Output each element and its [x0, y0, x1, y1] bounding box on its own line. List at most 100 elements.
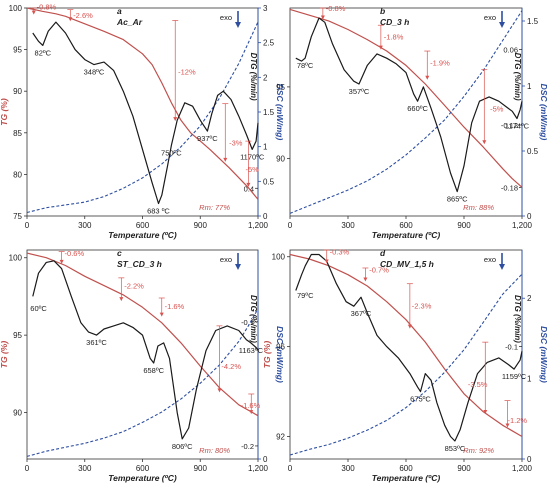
peak-label: 806ºC — [172, 442, 193, 451]
mass-loss-arrowhead — [482, 140, 487, 145]
dtg-tick-label: -0.12 — [501, 121, 518, 130]
dtg-axis-label: DTG (%/min) — [249, 295, 258, 343]
y-tick-label-right: 1 — [527, 375, 532, 384]
mass-loss-arrowhead — [324, 259, 329, 264]
dtg-tick-label: -0.18 — [501, 183, 518, 192]
mass-loss-label: -0.6% — [65, 249, 85, 258]
dsc-curve — [289, 10, 523, 214]
x-tick-label: 900 — [194, 221, 208, 230]
panel-letter: b — [380, 6, 385, 16]
y-tick-label-right: 0.5 — [527, 147, 539, 156]
peak-label: 1159ºC — [502, 372, 527, 381]
mass-loss-arrowhead — [363, 277, 368, 282]
dtg-tick-label: 0.06 — [503, 46, 518, 55]
x-tick-label: 1,200 — [248, 464, 269, 473]
exo-label: exo — [484, 13, 496, 22]
x-tick-label: 600 — [399, 221, 413, 230]
mass-loss-label: -0.3% — [330, 247, 350, 256]
mass-loss-arrowhead — [31, 10, 36, 15]
peak-label: 750ºC — [161, 148, 182, 157]
tg-axis-label: TG (%) — [262, 341, 272, 369]
mass-loss-label: -2.3% — [412, 301, 432, 310]
x-tick-label: 1,200 — [512, 464, 533, 473]
exo-arrow-head-icon — [499, 22, 505, 28]
y-tick-label-left: 90 — [276, 155, 285, 164]
plot-frame — [289, 7, 523, 217]
y-tick-label-right: 2 — [263, 73, 268, 82]
dsc-axis-label: DSC (mW/mg) — [275, 326, 285, 383]
dsc-axis-label: DSC (mW/mg) — [539, 84, 549, 141]
dtg-curve — [32, 21, 259, 205]
peak-label: 937ºC — [197, 134, 218, 143]
peak-label: 357ºC — [349, 87, 370, 96]
panel-b: 0 300 600 900 1,200 Temperature (ºC) 90 95 0 0.5 1… — [276, 4, 549, 240]
y-tick-label-right: 2 — [527, 294, 532, 303]
x-tick-label: 0 — [288, 221, 293, 230]
mass-loss-arrowhead — [378, 45, 383, 50]
y-tick-label-right: 1 — [527, 82, 532, 91]
x-tick-label: 1,200 — [512, 221, 533, 230]
peak-label: 60ºC — [30, 304, 47, 313]
dtg-axis-label: DTG (%/min) — [513, 295, 522, 343]
mass-loss-arrowhead — [173, 117, 178, 122]
peak-label: 78ºC — [297, 61, 314, 70]
y-tick-label-right: 2.5 — [263, 39, 275, 48]
x-tick-label: 300 — [78, 221, 92, 230]
mass-loss-label: -12% — [178, 68, 196, 77]
exo-label: exo — [220, 13, 232, 22]
mass-loss-label: -1.8% — [384, 33, 404, 42]
dsc-axis-label: DSC (mW/mg) — [539, 326, 549, 383]
x-tick-label: 0 — [288, 464, 293, 473]
y-tick-label-left: 100 — [9, 4, 23, 13]
peak-label: 361ºC — [86, 338, 107, 347]
y-tick-label-left: 90 — [13, 87, 22, 96]
peak-label: 675ºC — [410, 395, 431, 404]
dsc-curve — [289, 273, 523, 456]
peak-label: 1163ºC — [239, 346, 264, 355]
dtg-curve — [295, 17, 523, 193]
residual-mass-label: Rm: 88% — [463, 203, 494, 212]
y-tick-label-left: 80 — [13, 170, 22, 179]
exo-arrow-head-icon — [235, 264, 241, 270]
dtg-axis-label: DTG (%/min) — [513, 53, 522, 101]
y-tick-label-right: 0.5 — [263, 177, 275, 186]
dsc-curve — [26, 308, 259, 457]
mass-loss-arrowhead — [59, 259, 64, 264]
x-axis-label: Temperature (ºC) — [372, 230, 441, 240]
mass-loss-arrowhead — [407, 324, 412, 329]
y-tick-label-left: 75 — [13, 212, 22, 221]
plot-frame — [26, 7, 259, 217]
mass-loss-arrowhead — [223, 157, 228, 162]
x-tick-label: 1,200 — [248, 221, 269, 230]
dtg-tick-label: -0.1 — [505, 342, 518, 351]
x-tick-label: 0 — [25, 464, 30, 473]
tg-curve — [289, 253, 523, 438]
panel-title: CD_MV_1,5 h — [380, 259, 434, 269]
mass-loss-label: -1.6% — [165, 302, 185, 311]
panel-letter: d — [380, 248, 386, 258]
y-tick-label-right: 1.5 — [263, 108, 275, 117]
mass-loss-arrowhead — [425, 75, 430, 80]
mass-loss-label: -2.2% — [124, 282, 144, 291]
x-tick-label: 600 — [136, 464, 150, 473]
x-tick-label: 900 — [457, 221, 471, 230]
tg-curve — [289, 8, 523, 188]
dtg-tick-label: -0.2 — [241, 442, 254, 451]
mass-loss-label: -0.8% — [326, 4, 346, 13]
mass-loss-label: -0.7% — [369, 265, 389, 274]
y-tick-label-left: 100 — [9, 254, 23, 263]
x-tick-label: 600 — [136, 221, 150, 230]
mass-loss-arrowhead — [217, 388, 222, 393]
x-tick-label: 600 — [399, 464, 413, 473]
panel-letter: c — [117, 248, 122, 258]
residual-mass-label: Rm: 80% — [199, 446, 230, 455]
peak-label: 348ºC — [84, 68, 105, 77]
peak-label: 683 ºC — [147, 207, 170, 216]
y-tick-label-right: 1.5 — [527, 17, 539, 26]
y-tick-label-left: 95 — [13, 331, 22, 340]
peak-label: 79ºC — [297, 291, 314, 300]
y-tick-label-left: 92 — [276, 433, 285, 442]
